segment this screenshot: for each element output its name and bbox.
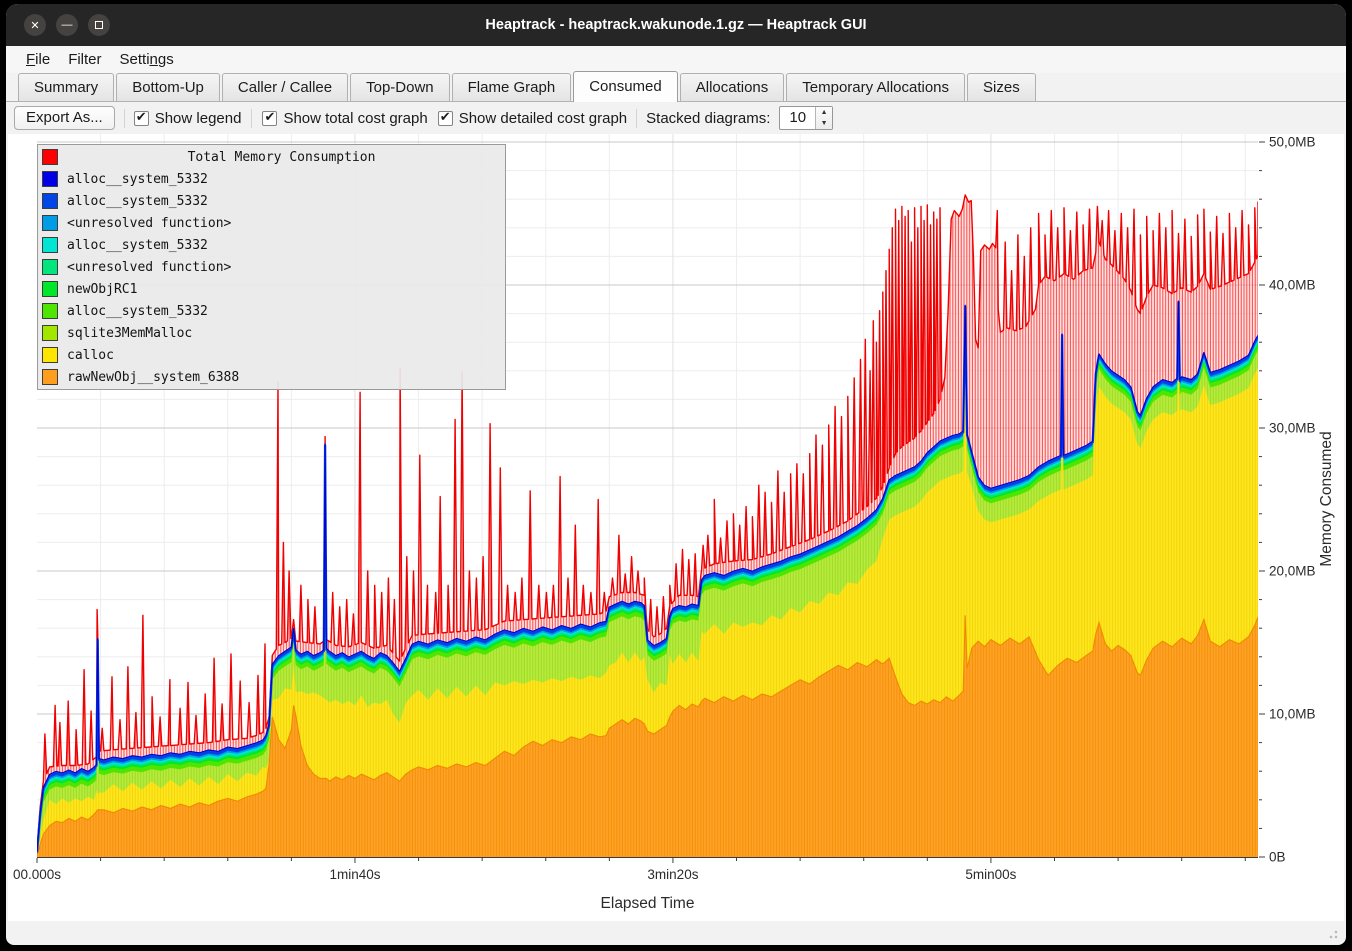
toolbar-separator xyxy=(124,109,125,128)
tab-allocations[interactable]: Allocations xyxy=(680,73,785,101)
tab-bar: SummaryBottom-UpCaller / CalleeTop-DownF… xyxy=(6,73,1346,102)
legend-label: rawNewObj__system_6388 xyxy=(67,370,239,385)
legend-swatch xyxy=(42,325,58,341)
checkbox-box[interactable] xyxy=(134,111,149,126)
stepper-up-icon[interactable]: ▲ xyxy=(816,107,832,118)
menu-filter[interactable]: Filter xyxy=(59,47,110,73)
stepper-down-icon[interactable]: ▼ xyxy=(816,118,832,129)
tab-flame-graph[interactable]: Flame Graph xyxy=(452,73,572,101)
menu-bar: FileFilterSettings xyxy=(6,46,1346,73)
legend-label: calloc xyxy=(67,348,114,363)
legend-swatch xyxy=(42,303,58,319)
legend-label: alloc__system_5332 xyxy=(67,194,208,209)
legend-item: alloc__system_5332 xyxy=(38,168,505,190)
legend-item: newObjRC1 xyxy=(38,278,505,300)
tab-bottom-up[interactable]: Bottom-Up xyxy=(116,73,220,101)
legend-label: sqlite3MemMalloc xyxy=(67,326,192,341)
legend-swatch xyxy=(42,193,58,209)
export-as-button[interactable]: Export As... xyxy=(14,106,115,130)
checkbox-box[interactable] xyxy=(438,111,453,126)
legend-title-row: Total Memory Consumption xyxy=(38,146,505,168)
legend-swatch xyxy=(42,369,58,385)
checkbox-show-total-cost-graph[interactable]: Show total cost graph xyxy=(262,110,427,127)
legend-swatch xyxy=(42,149,58,165)
stacked-diagrams-stepper[interactable]: 10 ▲ ▼ xyxy=(779,106,833,130)
chart-legend: Total Memory Consumption alloc__system_53… xyxy=(37,144,506,390)
legend-label: alloc__system_5332 xyxy=(67,304,208,319)
checkbox-label: Show total cost graph xyxy=(283,110,427,127)
legend-item: alloc__system_5332 xyxy=(38,300,505,322)
checkbox-show-detailed-cost-graph[interactable]: Show detailed cost graph xyxy=(438,110,627,127)
title-bar: ✕ — Heaptrack - heaptrack.wakunode.1.gz … xyxy=(6,4,1346,46)
legend-label: alloc__system_5332 xyxy=(67,238,208,253)
menu-settings[interactable]: Settings xyxy=(111,47,183,73)
toolbar-separator xyxy=(251,109,252,128)
legend-label: Total Memory Consumption xyxy=(58,150,505,165)
legend-label: alloc__system_5332 xyxy=(67,172,208,187)
menu-file[interactable]: File xyxy=(17,47,59,73)
legend-swatch xyxy=(42,171,58,187)
tab-caller-callee[interactable]: Caller / Callee xyxy=(222,73,348,101)
tab-summary[interactable]: Summary xyxy=(18,73,114,101)
tab-sizes[interactable]: Sizes xyxy=(967,73,1036,101)
toolbar-separator xyxy=(636,109,637,128)
legend-label: <unresolved function> xyxy=(67,260,231,275)
legend-swatch xyxy=(42,281,58,297)
legend-item: <unresolved function> xyxy=(38,256,505,278)
tab-top-down[interactable]: Top-Down xyxy=(350,73,450,101)
stepper-arrows: ▲ ▼ xyxy=(815,107,832,129)
legend-item: alloc__system_5332 xyxy=(38,190,505,212)
legend-swatch xyxy=(42,259,58,275)
legend-item: calloc xyxy=(38,344,505,366)
legend-swatch xyxy=(42,215,58,231)
tab-temporary-allocations[interactable]: Temporary Allocations xyxy=(786,73,965,101)
legend-item: alloc__system_5332 xyxy=(38,234,505,256)
checkbox-box[interactable] xyxy=(262,111,277,126)
checkbox-label: Show detailed cost graph xyxy=(459,110,627,127)
toolbar: Export As... Show legend Show total cost … xyxy=(6,102,1346,134)
legend-item: rawNewObj__system_6388 xyxy=(38,366,505,388)
stacked-diagrams-label: Stacked diagrams: xyxy=(646,110,770,127)
legend-item: <unresolved function> xyxy=(38,212,505,234)
checkbox-group: Show legend Show total cost graph Show det… xyxy=(134,109,627,128)
legend-item: sqlite3MemMalloc xyxy=(38,322,505,344)
legend-label: newObjRC1 xyxy=(67,282,137,297)
legend-swatch xyxy=(42,347,58,363)
checkbox-label: Show legend xyxy=(155,110,242,127)
legend-label: <unresolved function> xyxy=(67,216,231,231)
legend-swatch xyxy=(42,237,58,253)
stacked-diagrams-value: 10 xyxy=(780,107,815,129)
window-title: Heaptrack - heaptrack.wakunode.1.gz — He… xyxy=(6,4,1346,46)
tab-consumed[interactable]: Consumed xyxy=(573,71,678,102)
size-grip[interactable] xyxy=(1326,927,1338,939)
checkbox-show-legend[interactable]: Show legend xyxy=(134,110,242,127)
